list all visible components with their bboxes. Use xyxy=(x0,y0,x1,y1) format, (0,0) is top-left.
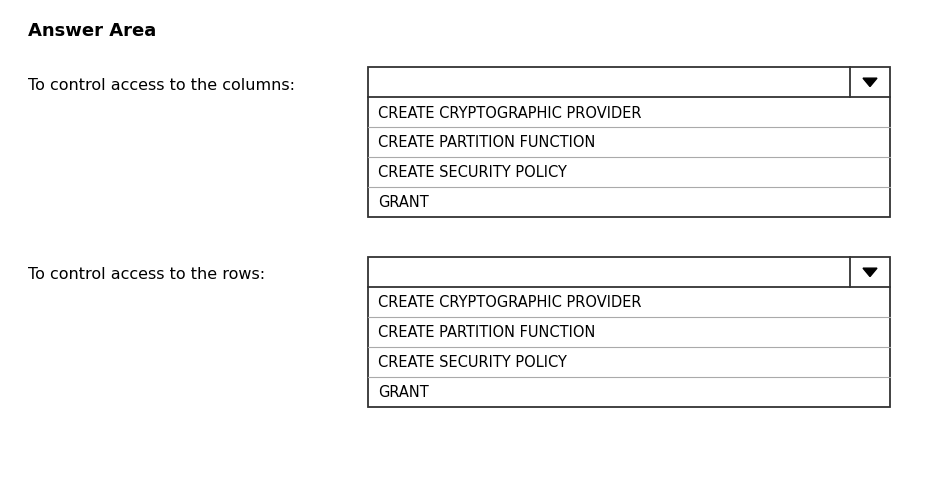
Bar xyxy=(368,257,890,407)
Text: CREATE CRYPTOGRAPHIC PROVIDER: CREATE CRYPTOGRAPHIC PROVIDER xyxy=(378,295,641,310)
Text: CREATE SECURITY POLICY: CREATE SECURITY POLICY xyxy=(378,355,567,370)
Text: GRANT: GRANT xyxy=(378,195,429,210)
Text: Answer Area: Answer Area xyxy=(28,22,157,40)
Text: CREATE CRYPTOGRAPHIC PROVIDER: CREATE CRYPTOGRAPHIC PROVIDER xyxy=(378,106,641,120)
Text: CREATE PARTITION FUNCTION: CREATE PARTITION FUNCTION xyxy=(378,135,596,150)
Text: To control access to the columns:: To control access to the columns: xyxy=(28,77,295,92)
Bar xyxy=(368,68,890,217)
Text: CREATE PARTITION FUNCTION: CREATE PARTITION FUNCTION xyxy=(378,325,596,340)
Text: To control access to the rows:: To control access to the rows: xyxy=(28,267,265,282)
Text: CREATE SECURITY POLICY: CREATE SECURITY POLICY xyxy=(378,165,567,180)
Polygon shape xyxy=(863,269,877,277)
Text: GRANT: GRANT xyxy=(378,385,429,400)
Polygon shape xyxy=(863,79,877,88)
